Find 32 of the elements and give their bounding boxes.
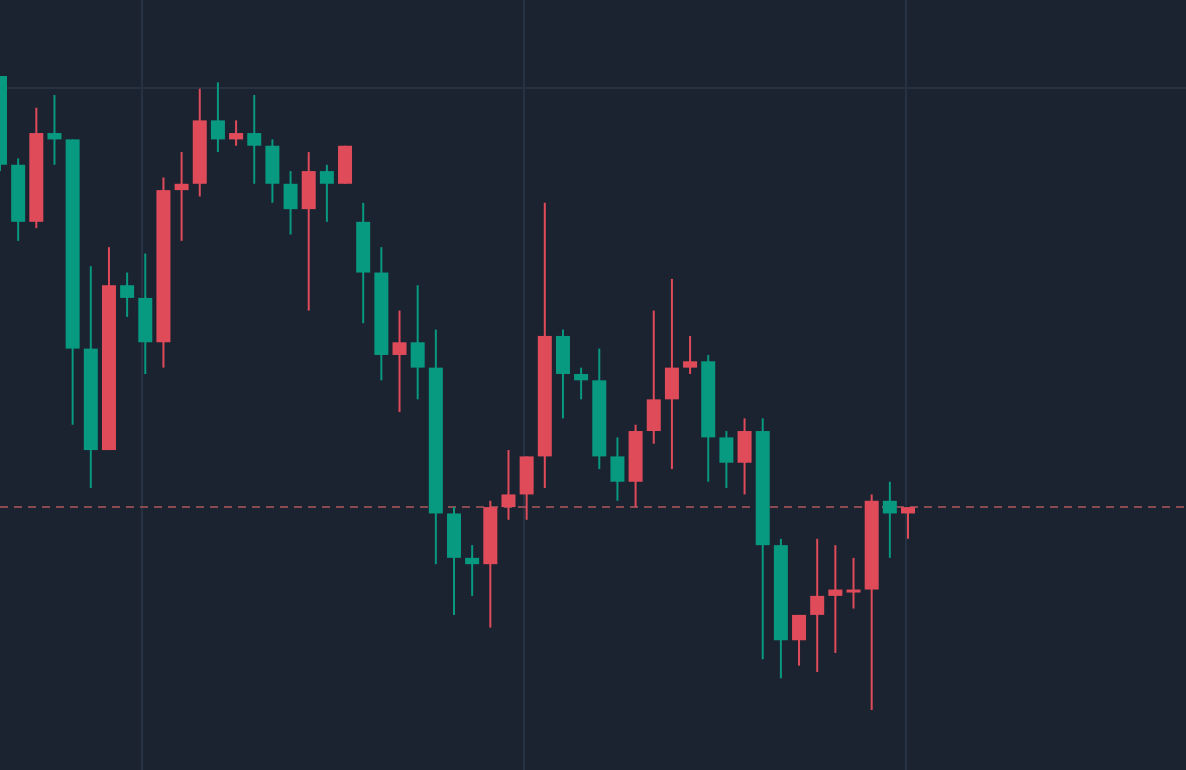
candlestick: [247, 94, 262, 185]
candlestick: [574, 366, 589, 401]
candlestick: [301, 151, 316, 312]
candlestick: [810, 537, 825, 673]
candlestick: [410, 284, 425, 401]
candlestick: [210, 81, 225, 154]
candlestick: [792, 613, 807, 667]
candlestick: [719, 430, 734, 490]
candlestick: [138, 252, 153, 375]
candlestick: [283, 170, 298, 236]
candlestick: [465, 544, 480, 597]
candlestick: [901, 506, 915, 540]
candlestick: [265, 138, 280, 204]
candlestick: [828, 544, 843, 654]
candlestick: [683, 334, 698, 375]
candlestick: [555, 328, 570, 420]
candlestick: [392, 309, 407, 414]
candlestick: [338, 144, 353, 185]
candlestick: [646, 309, 661, 445]
candlestick: [120, 271, 135, 318]
candlestick: [174, 151, 189, 242]
candlestick: [519, 455, 534, 521]
candlestick: [882, 480, 897, 559]
candlestick: [47, 94, 62, 166]
candlestick: [447, 506, 461, 616]
candlestick: [737, 417, 752, 496]
candlestick: [229, 119, 244, 147]
candlestick: [664, 277, 679, 471]
candlestick: [319, 163, 334, 223]
candlestick: [610, 436, 625, 502]
candlestick: [846, 556, 861, 610]
candlestick: [501, 449, 516, 521]
